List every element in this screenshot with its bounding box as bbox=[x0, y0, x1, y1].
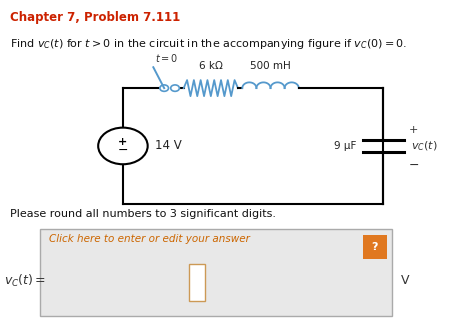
Text: Find $v_C(t)$ for $t > 0$ in the circuit in the accompanying figure if $v_C(0) =: Find $v_C(t)$ for $t > 0$ in the circuit… bbox=[10, 37, 407, 51]
Text: Click here to enter or edit your answer: Click here to enter or edit your answer bbox=[49, 234, 250, 244]
Text: 6 kΩ: 6 kΩ bbox=[199, 62, 223, 71]
Text: Please round all numbers to 3 significant digits.: Please round all numbers to 3 significan… bbox=[10, 209, 276, 219]
Text: $v_C(t) =$: $v_C(t) =$ bbox=[4, 273, 46, 289]
Text: −: − bbox=[118, 144, 128, 157]
Text: $t = 0$: $t = 0$ bbox=[155, 52, 179, 64]
Text: ?: ? bbox=[372, 242, 378, 252]
Text: 14 V: 14 V bbox=[155, 139, 182, 152]
Text: V: V bbox=[401, 274, 409, 287]
Text: $v_C(t)$: $v_C(t)$ bbox=[411, 139, 437, 153]
Text: +: + bbox=[409, 125, 418, 135]
Text: 9 μF: 9 μF bbox=[334, 141, 356, 151]
Text: −: − bbox=[409, 159, 419, 172]
Text: +: + bbox=[118, 137, 128, 147]
Circle shape bbox=[98, 128, 148, 164]
Text: Chapter 7, Problem 7.111: Chapter 7, Problem 7.111 bbox=[10, 11, 180, 24]
Circle shape bbox=[171, 85, 179, 91]
Text: 500 mH: 500 mH bbox=[250, 62, 291, 71]
FancyBboxPatch shape bbox=[189, 264, 205, 301]
FancyBboxPatch shape bbox=[363, 235, 387, 259]
FancyBboxPatch shape bbox=[40, 229, 392, 316]
Circle shape bbox=[160, 85, 169, 91]
